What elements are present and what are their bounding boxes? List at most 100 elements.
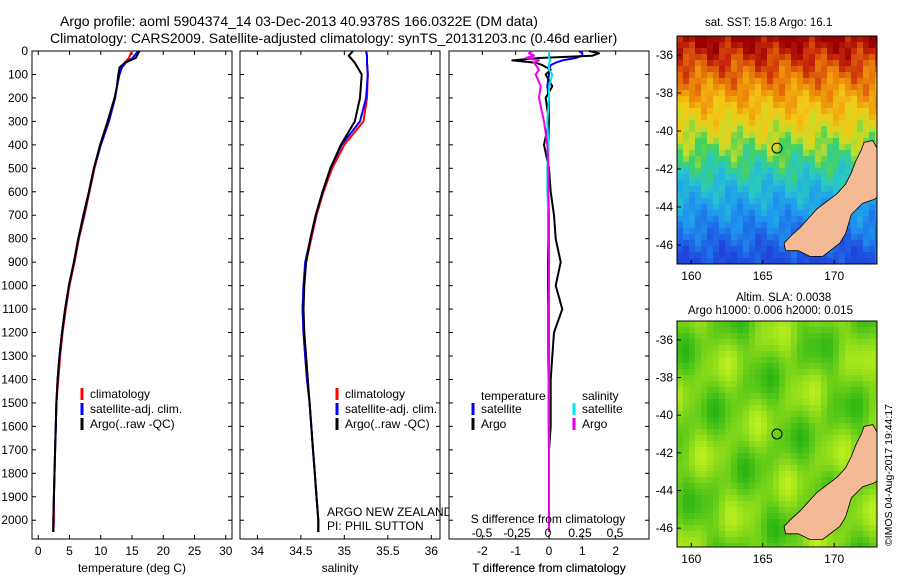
map-cell	[845, 531, 851, 537]
map-cell	[701, 240, 707, 246]
map-cell	[791, 537, 797, 543]
map-cell	[737, 369, 743, 375]
map-cell	[731, 198, 737, 204]
map-cell	[677, 339, 683, 345]
map-cell	[791, 114, 797, 120]
map-cell	[797, 156, 803, 162]
map-cell	[743, 369, 749, 375]
map-cell	[803, 537, 809, 543]
map-cell	[863, 375, 869, 381]
map-cell	[809, 120, 815, 126]
map-cell	[737, 333, 743, 339]
map-cell	[839, 252, 845, 258]
map-cell	[839, 174, 845, 180]
map-cell	[737, 252, 743, 258]
map-cell	[785, 543, 791, 547]
map-cell	[761, 429, 767, 435]
map-cell	[773, 84, 779, 90]
map-cell	[851, 411, 857, 417]
map-cell	[743, 252, 749, 258]
map-cell	[809, 132, 815, 138]
map-cell	[725, 471, 731, 477]
map-cell	[791, 186, 797, 192]
map-cell	[755, 543, 761, 547]
map-cell	[713, 162, 719, 168]
map-cell	[761, 72, 767, 78]
map-cell	[833, 156, 839, 162]
map-cell	[869, 483, 875, 489]
map-cell	[791, 210, 797, 216]
map-cell	[725, 96, 731, 102]
map-cell	[797, 387, 803, 393]
map-cell	[773, 441, 779, 447]
map-cell	[797, 252, 803, 258]
map-cell	[785, 54, 791, 60]
map-cell	[677, 483, 683, 489]
map-cell	[791, 405, 797, 411]
map-cell	[761, 186, 767, 192]
map-cell	[755, 525, 761, 531]
map-cell	[827, 126, 833, 132]
map-cell	[815, 471, 821, 477]
map-cell	[737, 102, 743, 108]
map-cell	[707, 198, 713, 204]
map-cell	[857, 381, 863, 387]
map-cell	[743, 513, 749, 519]
map-cell	[683, 168, 689, 174]
map-cell	[689, 489, 695, 495]
map-cell	[833, 399, 839, 405]
map-cell	[857, 513, 863, 519]
map-cell	[833, 327, 839, 333]
map-cell	[737, 495, 743, 501]
map-cell	[791, 156, 797, 162]
map-cell	[725, 156, 731, 162]
map-cell	[779, 501, 785, 507]
map-cell	[755, 144, 761, 150]
map-cell	[683, 114, 689, 120]
map-cell	[791, 228, 797, 234]
map-cell	[797, 447, 803, 453]
map-cell	[767, 375, 773, 381]
map-cell	[695, 411, 701, 417]
map-cell	[773, 519, 779, 525]
map-cell	[695, 234, 701, 240]
map-cell	[803, 465, 809, 471]
map-cell	[725, 531, 731, 537]
map-cell	[875, 114, 877, 120]
map-cell	[827, 72, 833, 78]
map-cell	[713, 144, 719, 150]
map-cell	[809, 48, 815, 54]
map-cell	[875, 525, 877, 531]
map-cell	[803, 351, 809, 357]
map-cell	[749, 453, 755, 459]
map-cell	[737, 48, 743, 54]
map-cell	[857, 210, 863, 216]
map-cell	[683, 489, 689, 495]
map-cell	[695, 489, 701, 495]
map-cell	[773, 477, 779, 483]
map-cell	[839, 435, 845, 441]
map-cell	[845, 423, 851, 429]
map-cell	[707, 321, 713, 327]
map-cell	[869, 216, 875, 222]
map-cell	[725, 102, 731, 108]
map-cell	[713, 192, 719, 198]
map-cell	[731, 501, 737, 507]
map-cell	[695, 465, 701, 471]
map-cell	[869, 405, 875, 411]
map-cell	[701, 357, 707, 363]
map-cell	[719, 519, 725, 525]
map-cell	[701, 381, 707, 387]
map-cell	[761, 96, 767, 102]
x-tick-label: 15	[125, 544, 139, 558]
x-tick-label: 1	[579, 544, 586, 558]
map-cell	[851, 417, 857, 423]
map-cell	[743, 132, 749, 138]
map-cell	[797, 351, 803, 357]
map-cell	[707, 537, 713, 543]
map-cell	[755, 240, 761, 246]
map-cell	[707, 240, 713, 246]
map-cell	[875, 351, 877, 357]
map-cell	[767, 381, 773, 387]
map-cell	[731, 387, 737, 393]
